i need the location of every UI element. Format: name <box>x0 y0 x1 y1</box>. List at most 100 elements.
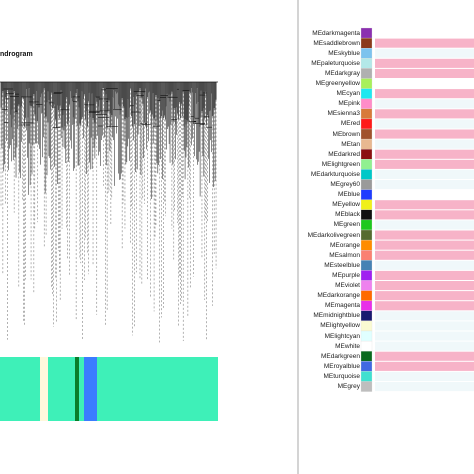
module-heat-bar <box>375 149 474 159</box>
module-heat-bar <box>375 58 474 68</box>
module-heat-bar <box>375 89 474 99</box>
module-label: MElightcyan <box>324 332 360 340</box>
module-heat-bar <box>375 240 474 250</box>
module-swatch <box>360 78 373 89</box>
module-swatch <box>360 88 373 99</box>
module-swatch <box>360 209 373 221</box>
module-swatch <box>360 179 373 190</box>
module-heat-bar <box>375 341 474 351</box>
module-heat-bar <box>375 260 474 270</box>
module-label: MEgrey60 <box>330 181 360 188</box>
module-label: MEdarkturquoise <box>310 170 360 178</box>
module-label: MEroyalblue <box>323 362 360 370</box>
module-heat-bar <box>375 200 474 210</box>
module-label: MEviolet <box>335 282 360 289</box>
module-heat-bar <box>375 361 474 371</box>
module-label: MEskyblue <box>328 49 360 57</box>
module-heat-bar <box>375 351 474 361</box>
module-heat-bar <box>375 210 474 220</box>
color-bar-stripe-blue <box>84 357 97 421</box>
dendrogram-title: ndrogram <box>0 51 33 58</box>
module-swatch <box>360 98 373 109</box>
module-heat-bar <box>375 281 474 291</box>
module-swatch <box>360 280 373 291</box>
module-label: MEdarkmagenta <box>312 29 360 37</box>
module-label: MEdarkgray <box>324 69 360 77</box>
module-label: MEtan <box>341 140 360 148</box>
module-swatch <box>360 149 373 160</box>
module-swatch <box>360 27 373 39</box>
module-label: MEyellow <box>332 201 360 209</box>
module-heat-bar <box>375 68 474 78</box>
module-heat-bar <box>375 190 474 200</box>
module-heat-bar <box>375 180 474 190</box>
module-label: MEblue <box>337 191 360 199</box>
module-label: MEgrey <box>337 383 360 390</box>
module-label: MEpurple <box>332 271 360 279</box>
module-heat-bar <box>375 159 474 169</box>
module-heat-bar <box>375 109 474 119</box>
module-swatch <box>360 58 373 69</box>
module-heat-bar <box>375 382 474 392</box>
module-swatch <box>360 260 373 271</box>
module-heat-bar <box>375 220 474 230</box>
module-label: MEgreen <box>333 221 360 229</box>
color-bar-stripe-ivory <box>40 357 48 421</box>
module-label: MEgreenyellow <box>315 80 360 87</box>
module-label: MEwhite <box>335 342 360 350</box>
color-bar-stripe-green <box>75 357 79 421</box>
module-label: MEsteelblue <box>324 261 360 269</box>
module-swatch <box>360 68 373 79</box>
module-heat-bar <box>375 331 474 341</box>
module-heat-bar <box>375 28 474 38</box>
module-heat-bar <box>375 321 474 331</box>
dendrogram-branches <box>0 81 218 343</box>
module-label: MEpaleturquoise <box>311 59 360 67</box>
module-heat-bar <box>375 99 474 109</box>
module-swatch <box>360 381 373 392</box>
module-label: MEcyan <box>336 90 360 98</box>
module-heat-bar <box>375 38 474 48</box>
module-swatch <box>360 320 373 332</box>
module-swatch <box>360 229 373 241</box>
module-swatch <box>360 108 373 120</box>
module-swatch <box>360 189 373 200</box>
module-label: MEblack <box>335 211 360 219</box>
module-label: MEorange <box>330 241 360 249</box>
module-label: MEred <box>340 120 360 128</box>
module-swatch <box>360 219 373 231</box>
module-label: MElightyellow <box>320 322 360 330</box>
module-heat-bar <box>375 169 474 179</box>
module-heat-bar <box>375 270 474 280</box>
module-swatch <box>360 37 373 49</box>
module-label: MEsalmon <box>329 251 360 259</box>
module-swatch <box>360 48 373 59</box>
module-label: MElightgreen <box>321 160 360 168</box>
module-heatmap <box>360 27 474 392</box>
module-heat-bar <box>375 371 474 381</box>
module-heat-bar <box>375 48 474 58</box>
module-swatch <box>360 290 373 301</box>
module-swatch <box>360 239 373 251</box>
module-heat-bar <box>375 250 474 260</box>
module-label: MEsaddlebrown <box>313 39 360 47</box>
module-label: MEturquoise <box>323 372 361 380</box>
module-heat-bar <box>375 129 474 139</box>
module-heat-bar <box>375 291 474 301</box>
module-label: MEdarkolivegreen <box>307 231 360 239</box>
module-swatch <box>360 340 373 352</box>
module-swatch <box>360 371 373 382</box>
module-heat-bar <box>375 139 474 149</box>
module-swatch <box>360 351 373 362</box>
module-swatch <box>360 159 373 170</box>
module-label: MEsienna3 <box>327 110 360 118</box>
module-swatch <box>360 310 373 322</box>
module-label: MEdarkorange <box>317 292 360 300</box>
module-swatch <box>360 169 373 180</box>
module-swatch <box>360 138 373 150</box>
module-heat-bar <box>375 311 474 321</box>
module-label: MEmidnightblue <box>313 312 360 320</box>
module-swatch <box>360 128 373 140</box>
